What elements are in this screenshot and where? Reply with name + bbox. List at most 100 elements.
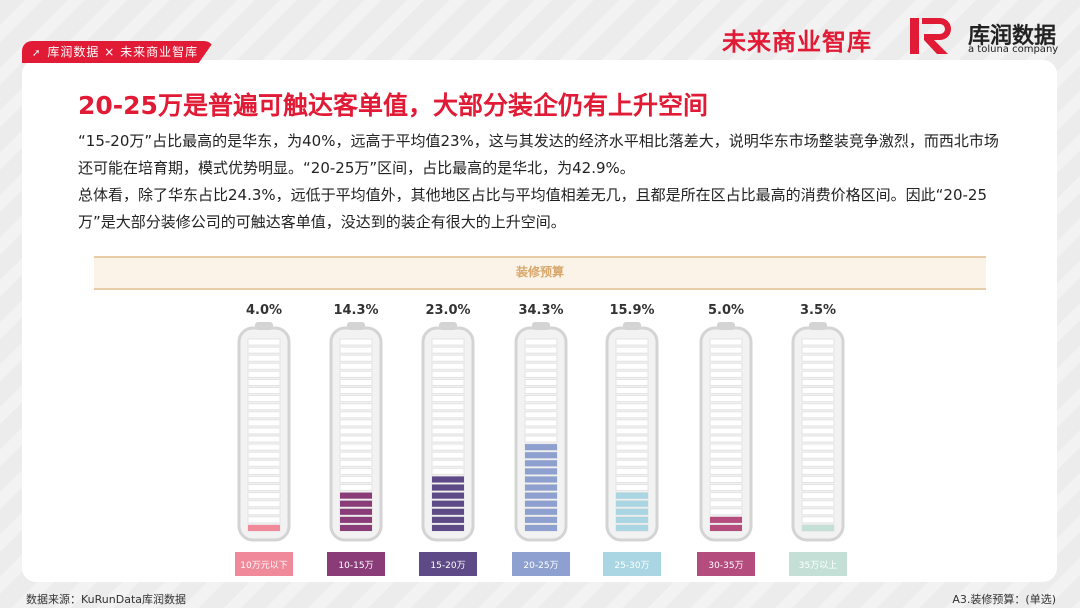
- kurun-logo-subtext: a toluna company: [968, 44, 1059, 55]
- bar-segment: [247, 395, 281, 403]
- bar-fill: [340, 500, 372, 507]
- bar-segment: [801, 419, 835, 427]
- bar-segment: [709, 378, 743, 386]
- bar-segment: [524, 378, 558, 386]
- bar-segment: [801, 403, 835, 411]
- bar-segment: [431, 354, 465, 362]
- bar-fill: [340, 508, 372, 515]
- bar-segment: [431, 346, 465, 354]
- bar-segment: [709, 492, 743, 500]
- bar-cap: [623, 322, 641, 330]
- bar-segment: [339, 475, 373, 483]
- bar-segment: [247, 370, 281, 378]
- bar-cap: [809, 322, 827, 330]
- bar-segment: [431, 387, 465, 395]
- bar-segment: [615, 451, 649, 459]
- bar-segment: [709, 500, 743, 508]
- bar-fill: [525, 468, 557, 475]
- bar-fill: [525, 452, 557, 459]
- bar-segment: [615, 387, 649, 395]
- header-tag-text: 库润数据 × 未来商业智库: [47, 45, 199, 59]
- bar-segment: [339, 395, 373, 403]
- bar-segment: [709, 411, 743, 419]
- bar-segment: [431, 378, 465, 386]
- bar-segment: [524, 403, 558, 411]
- bar-segment: [709, 354, 743, 362]
- bar-segment: [801, 338, 835, 346]
- bar-fill: [432, 508, 464, 515]
- bar-fill: [616, 524, 648, 531]
- bar-segment: [431, 419, 465, 427]
- bar-segment: [524, 427, 558, 435]
- bar-segment: [709, 427, 743, 435]
- category-box: [235, 552, 293, 576]
- bar-segment: [339, 338, 373, 346]
- bar-fill: [432, 484, 464, 491]
- bar-segment: [247, 500, 281, 508]
- bar-segment: [247, 516, 281, 524]
- bar-segment: [431, 443, 465, 451]
- page-title: 20-25万是普遍可触达客单值，大部分装企仍有上升空间: [78, 91, 708, 120]
- bar-segment: [615, 338, 649, 346]
- bar-segment: [709, 435, 743, 443]
- bar-segment: [709, 467, 743, 475]
- bar-fill: [432, 524, 464, 531]
- bar-segment: [247, 346, 281, 354]
- value-label: 23.0%: [425, 303, 470, 318]
- bar-fill: [616, 516, 648, 523]
- bar-segment: [339, 346, 373, 354]
- bar-segment: [431, 435, 465, 443]
- bar-fill: [525, 476, 557, 483]
- bar-segment: [524, 346, 558, 354]
- bar-segment: [247, 387, 281, 395]
- category-box: [789, 552, 847, 576]
- kurun-logo-text: 库润数据: [968, 24, 1057, 49]
- bar-segment: [247, 378, 281, 386]
- bar-segment: [615, 467, 649, 475]
- chart-title: 装修预算: [94, 256, 986, 290]
- bar-segment: [247, 403, 281, 411]
- value-label: 5.0%: [708, 303, 744, 318]
- bar-segment: [247, 362, 281, 370]
- category-box: [512, 552, 570, 576]
- bar-segment: [431, 427, 465, 435]
- bar-segment: [339, 427, 373, 435]
- bar-segment: [247, 443, 281, 451]
- bar-segment: [339, 443, 373, 451]
- bar-segment: [709, 475, 743, 483]
- bar-segment: [801, 346, 835, 354]
- category-label: 10-15万: [338, 561, 373, 571]
- bar-segment: [801, 411, 835, 419]
- bar-fill: [710, 524, 742, 531]
- bar-fill: [616, 508, 648, 515]
- bar-segment: [801, 467, 835, 475]
- bar-fill: [616, 492, 648, 499]
- bar-segment: [431, 467, 465, 475]
- bar-fill: [432, 476, 464, 483]
- bar-segment: [615, 419, 649, 427]
- bar-segment: [247, 484, 281, 492]
- bar-segment: [615, 362, 649, 370]
- bar-segment: [801, 451, 835, 459]
- bar-segment: [247, 467, 281, 475]
- bar-segment: [615, 346, 649, 354]
- category-box: [327, 552, 385, 576]
- value-label: 15.9%: [609, 303, 654, 318]
- bar-fill: [616, 500, 648, 507]
- bar-segment: [615, 395, 649, 403]
- bar-cap: [717, 322, 735, 330]
- bar-segment: [247, 451, 281, 459]
- bar-segment: [339, 451, 373, 459]
- bar-fill: [525, 484, 557, 491]
- bar-segment: [615, 459, 649, 467]
- kurun-logo-icon: [910, 18, 951, 54]
- bar-fill: [525, 524, 557, 531]
- bar-segment: [615, 484, 649, 492]
- bar-fill: [525, 460, 557, 467]
- bar-segment: [615, 435, 649, 443]
- category-box: [697, 552, 755, 576]
- bar-segment: [615, 443, 649, 451]
- bar-segment: [709, 403, 743, 411]
- bar-segment: [247, 411, 281, 419]
- bar-segment: [247, 492, 281, 500]
